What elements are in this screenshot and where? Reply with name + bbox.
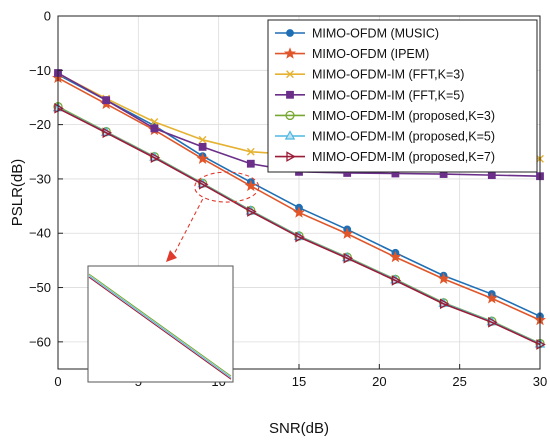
legend-label: MIMO-OFDM-IM (proposed,K=7) <box>312 150 495 164</box>
data-point <box>198 135 207 144</box>
data-point <box>150 124 159 133</box>
y-tick-label: −40 <box>29 226 51 241</box>
y-tick-label: −60 <box>29 334 51 349</box>
legend-label: MIMO-OFDM-IM (FFT,K=3) <box>312 68 464 82</box>
x-tick-label: 15 <box>292 374 306 389</box>
data-point <box>488 316 498 328</box>
data-point <box>286 70 294 79</box>
data-point <box>286 151 296 162</box>
data-point <box>391 275 402 286</box>
series-7 <box>54 103 546 350</box>
data-point <box>150 118 159 126</box>
data-point <box>244 179 257 192</box>
legend-label: MIMO-OFDM-IM (proposed,K=5) <box>312 130 495 144</box>
x-tick-label: 30 <box>533 374 547 389</box>
data-point <box>295 231 305 243</box>
data-point <box>246 159 255 168</box>
legend-label: MIMO-OFDM-IM (proposed,K=3) <box>312 109 495 123</box>
x-tick-label: 20 <box>372 374 386 389</box>
data-point <box>198 179 209 190</box>
data-point <box>341 227 354 239</box>
x-axis-label: SNR(dB) <box>269 420 329 437</box>
data-point <box>198 142 207 151</box>
data-point <box>150 152 161 164</box>
data-point <box>54 103 64 114</box>
data-point <box>487 171 496 180</box>
legend <box>267 19 538 173</box>
data-point <box>485 292 498 304</box>
legend-label: MIMO-OFDM (MUSIC) <box>312 27 439 41</box>
series-line <box>57 107 541 346</box>
data-point <box>286 90 294 99</box>
inset-line <box>88 276 232 380</box>
x-tick-label: 0 <box>54 374 61 389</box>
y-tick-label: −20 <box>29 117 51 132</box>
data-point <box>246 147 255 156</box>
y-tick-label: −30 <box>29 171 51 186</box>
data-point <box>439 298 450 310</box>
y-axis-label: PSLR(dB) <box>9 159 26 227</box>
legend-item: MIMO-OFDM (MUSIC) <box>275 27 439 41</box>
data-point <box>196 152 209 164</box>
data-point <box>343 252 354 264</box>
inset-line <box>88 273 232 377</box>
y-tick-label: −10 <box>29 63 51 78</box>
legend-item: MIMO-OFDM-IM (FFT,K=3) <box>275 68 464 82</box>
data-point <box>292 206 306 218</box>
x-tick-label: 25 <box>452 374 466 389</box>
data-point <box>102 127 113 139</box>
legend-item: MIMO-OFDM-IM (proposed,K=3) <box>275 109 495 123</box>
data-point <box>247 206 257 217</box>
data-point <box>283 47 297 59</box>
legend-label: MIMO-OFDM (IPEM) <box>312 47 429 61</box>
data-point <box>286 29 294 37</box>
legend-item: MIMO-OFDM (IPEM) <box>275 47 429 61</box>
legend-item: MIMO-OFDM-IM (proposed,K=7) <box>275 150 495 164</box>
data-point <box>389 250 402 263</box>
zoom-arrow-head <box>166 250 177 262</box>
legend-item: MIMO-OFDM-IM (proposed,K=5) <box>275 130 495 144</box>
data-point <box>284 130 296 140</box>
data-point <box>536 339 546 350</box>
legend-item: MIMO-OFDM-IM (FFT,K=5) <box>275 88 464 102</box>
y-tick-label: 0 <box>44 9 51 24</box>
data-point <box>437 272 450 284</box>
inset-line <box>88 275 232 379</box>
y-tick-label: −50 <box>29 280 51 295</box>
data-point <box>102 96 111 105</box>
zoom-ellipse <box>194 171 260 203</box>
legend-label: MIMO-OFDM-IM (FFT,K=5) <box>312 88 464 102</box>
data-point <box>285 110 295 121</box>
